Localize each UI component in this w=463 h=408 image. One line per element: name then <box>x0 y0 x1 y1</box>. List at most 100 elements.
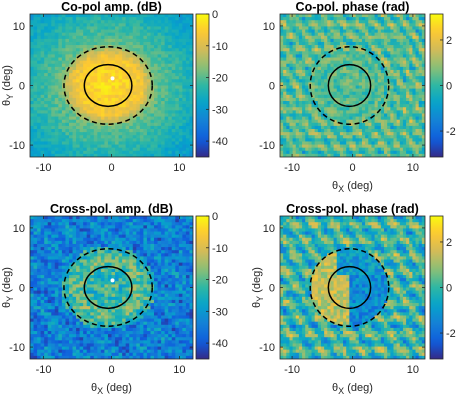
heatmap-cell <box>161 48 166 52</box>
heatmap-cell <box>390 88 395 93</box>
heatmap-cell <box>182 23 187 28</box>
heatmap-cell <box>390 38 395 43</box>
heatmap-cell <box>44 48 49 52</box>
heatmap-cell <box>164 69 169 74</box>
heatmap-cell <box>83 66 88 71</box>
heatmap-cell <box>168 256 173 261</box>
heatmap-cell <box>122 135 127 139</box>
heatmap-cell <box>324 63 328 68</box>
heatmap-cell <box>295 88 300 93</box>
panel-title: Co-pol. phase (rad) <box>296 0 410 14</box>
heatmap-cell <box>415 94 420 99</box>
heatmap-cell <box>161 57 166 62</box>
heatmap-cell <box>37 54 42 59</box>
heatmap-cell <box>97 237 102 242</box>
heatmap-cell <box>175 85 180 90</box>
heatmap-cell <box>104 66 109 71</box>
heatmap-cell <box>330 116 335 121</box>
heatmap-cell <box>399 66 404 71</box>
heatmap-cell <box>122 29 127 34</box>
heatmap-cell <box>72 48 77 52</box>
heatmap-cell <box>171 243 176 248</box>
heatmap-cell <box>365 66 369 71</box>
heatmap-cell <box>136 237 141 242</box>
heatmap-cell <box>90 240 95 245</box>
heatmap-cell <box>324 119 328 124</box>
heatmap-cell <box>352 66 357 71</box>
heatmap-cell <box>368 17 373 21</box>
heatmap-cell <box>283 88 287 93</box>
heatmap-cell <box>330 20 335 24</box>
heatmap-cell <box>143 110 148 115</box>
heatmap-cell <box>97 23 102 28</box>
heatmap-cell <box>182 38 187 43</box>
heatmap-cell <box>154 20 159 24</box>
heatmap-cell <box>150 228 155 233</box>
heatmap-cell <box>115 141 120 146</box>
heatmap-cell <box>47 225 52 230</box>
heatmap-cell <box>47 144 52 149</box>
heatmap-cell <box>83 247 88 251</box>
heatmap-cell <box>333 66 338 71</box>
heatmap-cell <box>178 79 183 83</box>
heatmap-cell <box>333 107 338 111</box>
heatmap-cell <box>412 113 417 118</box>
heatmap-cell <box>125 23 130 28</box>
heatmap-cell <box>317 51 322 56</box>
heatmap-cell <box>164 14 169 18</box>
heatmap-cell <box>311 138 316 143</box>
heatmap-cell <box>68 234 74 239</box>
heatmap-cell <box>349 48 354 52</box>
heatmap-cell <box>352 79 357 83</box>
heatmap-cell <box>377 73 382 77</box>
heatmap-cell <box>65 259 70 264</box>
heatmap-cell <box>90 97 95 102</box>
heatmap-cell <box>146 85 152 90</box>
heatmap-cell <box>37 138 42 143</box>
heatmap-cell <box>387 147 391 152</box>
heatmap-cell <box>402 97 407 102</box>
heatmap-cell <box>146 88 152 93</box>
heatmap-cell <box>33 14 38 18</box>
heatmap-cell <box>355 135 360 139</box>
heatmap-cell <box>93 259 98 264</box>
heatmap-cell <box>58 135 63 139</box>
heatmap-cell <box>305 57 309 62</box>
heatmap-cell <box>118 85 123 90</box>
heatmap-cell <box>61 54 67 59</box>
heatmap-cell <box>90 41 95 46</box>
heatmap-cell <box>97 228 102 233</box>
heatmap-cell <box>412 54 417 59</box>
heatmap-cell <box>93 135 98 139</box>
heatmap-cell <box>154 69 159 74</box>
heatmap-cell <box>37 14 42 18</box>
heatmap-cell <box>371 14 376 18</box>
heatmap-cell <box>154 41 159 46</box>
heatmap-cell <box>33 132 38 136</box>
heatmap-cell <box>118 237 123 242</box>
heatmap-cell <box>295 144 300 149</box>
heatmap-cell <box>122 79 127 83</box>
heatmap-cell <box>79 17 84 21</box>
y-tick-label: 10 <box>263 21 275 33</box>
heatmap-cell <box>72 234 77 239</box>
heatmap-cell <box>51 243 56 248</box>
heatmap-cell <box>154 243 159 248</box>
heatmap-cell <box>349 122 354 127</box>
heatmap-cell <box>143 243 148 248</box>
heatmap-cell <box>308 138 313 143</box>
heatmap-cell <box>104 129 109 133</box>
heatmap-cell <box>104 23 109 28</box>
heatmap-cell <box>283 23 287 28</box>
heatmap-cell <box>175 82 180 87</box>
heatmap-cell <box>336 54 341 59</box>
heatmap-cell <box>61 216 67 220</box>
heatmap-cell <box>61 116 67 121</box>
heatmap-cell <box>118 17 123 21</box>
heatmap-cell <box>115 250 120 254</box>
heatmap-cell <box>320 17 325 21</box>
heatmap-cell <box>122 144 127 149</box>
heatmap-cell <box>139 129 144 133</box>
heatmap-cell <box>185 79 191 83</box>
heatmap-cell <box>399 116 404 121</box>
